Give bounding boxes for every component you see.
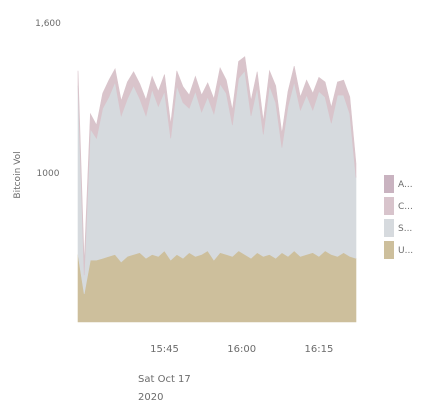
legend-label-3: U... <box>398 246 413 256</box>
y-tick-label-0: 1000 <box>37 169 60 179</box>
legend-label-2: S... <box>398 224 412 234</box>
legend: A... C... S... U... <box>384 175 413 259</box>
x-axis: 15:45 16:00 16:15 <box>150 344 333 355</box>
legend-label-0: A... <box>398 180 413 190</box>
x-tick-label-0: 15:45 <box>150 344 179 355</box>
y-axis-label: Bitcoin Vol <box>13 151 23 198</box>
x-tick-label-1: 16:00 <box>227 344 256 355</box>
area-series-2 <box>77 56 357 276</box>
y-tick-label-1: 1,600 <box>35 19 61 29</box>
legend-swatch-0 <box>384 175 394 193</box>
x-tick-label-2: 16:15 <box>304 344 333 355</box>
x-caption-line-2: 2020 <box>138 392 163 403</box>
legend-swatch-3 <box>384 241 394 259</box>
legend-swatch-1 <box>384 197 394 215</box>
x-caption-line-1: Sat Oct 17 <box>138 374 191 385</box>
legend-label-1: C... <box>398 202 413 212</box>
stacked-areas <box>77 56 357 323</box>
legend-swatch-2 <box>384 219 394 237</box>
y-axis: 1000 1,600 <box>35 19 61 179</box>
area-series-0 <box>77 250 357 323</box>
